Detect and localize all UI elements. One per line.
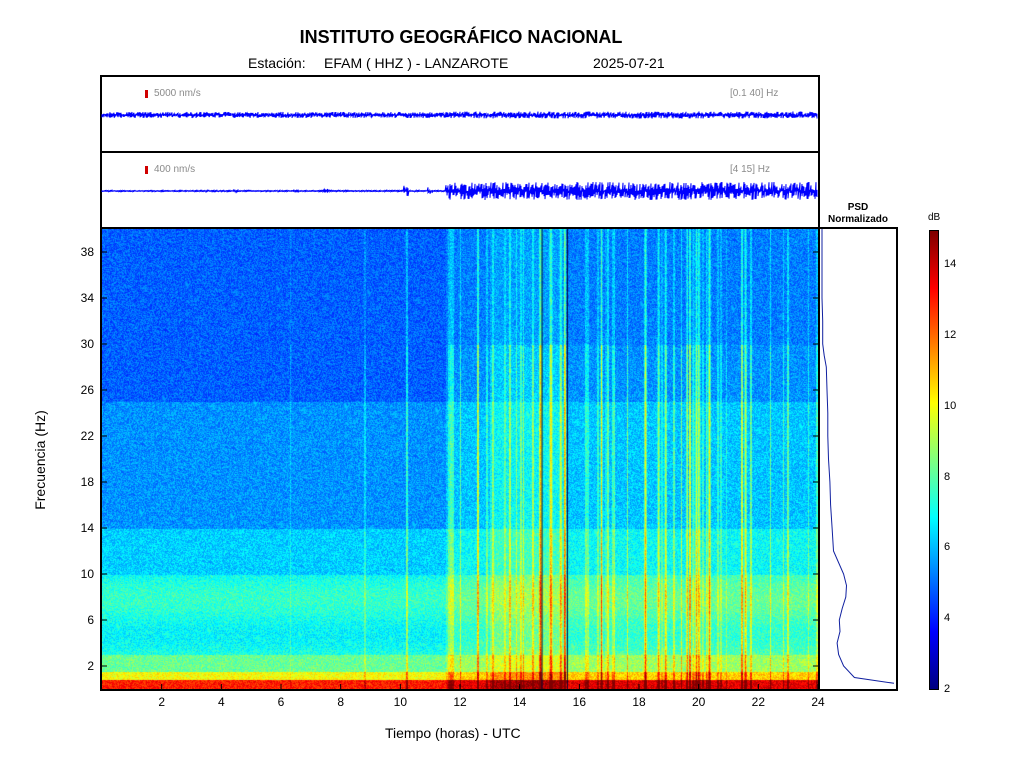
spectrogram-heatmap <box>102 229 818 689</box>
x-tick-label: 24 <box>811 695 825 709</box>
y-tick-label: 6 <box>87 613 94 627</box>
trace1-amplitude-label: 5000 nm/s <box>154 88 201 99</box>
psd-panel <box>818 227 898 691</box>
trace2-band-label: [4 15] Hz <box>730 164 771 175</box>
colorbar-tick-label: 14 <box>944 258 957 271</box>
colorbar-tick-label: 2 <box>944 683 951 695</box>
page-title: INSTITUTO GEOGRÁFICO NACIONAL <box>299 27 623 47</box>
colorbar <box>929 230 939 690</box>
x-tick-label: 8 <box>337 695 344 709</box>
y-tick-label: 30 <box>80 337 94 351</box>
y-tick-label: 38 <box>80 245 94 259</box>
amplitude-scale-bar <box>145 166 148 174</box>
y-tick-label: 34 <box>80 291 94 305</box>
y-tick-label: 22 <box>80 429 94 443</box>
amplitude-scale-bar <box>145 90 148 98</box>
colorbar-tick-label: 6 <box>944 541 951 554</box>
colorbar-unit: dB <box>928 212 941 223</box>
y-tick-label: 14 <box>80 521 94 535</box>
colorbar-tick-label: 10 <box>944 399 957 412</box>
x-tick-label: 10 <box>393 695 407 709</box>
station-name: EFAM ( HHZ ) - LANZAROTE <box>324 55 509 71</box>
colorbar-tick-label: 4 <box>944 612 951 625</box>
trace-panel-filtered: 400 nm/s [4 15] Hz <box>100 151 820 229</box>
trace-filtered-waveform <box>101 181 818 201</box>
x-tick-label: 22 <box>751 695 765 709</box>
psd-title-line1: PSD <box>847 202 869 213</box>
x-tick-label: 12 <box>453 695 467 709</box>
y-tick-label: 2 <box>87 659 94 673</box>
y-tick-label: 18 <box>80 475 94 489</box>
trace1-band-label: [0.1 40] Hz <box>730 88 779 99</box>
trace2-amplitude-label: 400 nm/s <box>154 164 196 175</box>
x-tick-label: 18 <box>632 695 646 709</box>
trace-broadband-svg <box>101 111 818 119</box>
x-tick-label: 4 <box>217 695 225 709</box>
x-tick-label: 2 <box>158 695 165 709</box>
trace-broadband-waveform <box>101 111 818 119</box>
x-tick-label: 20 <box>691 695 706 709</box>
station-label: Estación: <box>248 55 306 71</box>
trace-panel-broadband: 5000 nm/s [0.1 40] Hz <box>100 75 820 153</box>
y-tick-label: 26 <box>80 383 94 397</box>
x-axis-title: Tiempo (horas) - UTC <box>385 725 521 741</box>
date-label: 2025-07-21 <box>593 55 665 71</box>
trace-filtered-svg <box>101 181 818 201</box>
psd-title: PSD Normalizado <box>818 202 898 226</box>
colorbar-tick-label: 12 <box>944 329 957 342</box>
psd-curve <box>821 229 895 684</box>
colorbar-tick-label: 8 <box>944 470 951 483</box>
y-tick-label: 10 <box>80 567 94 581</box>
psd-title-line2: Normalizado <box>827 214 888 225</box>
x-tick-label: 16 <box>572 695 586 709</box>
y-axis-title: Frecuencia (Hz) <box>32 410 48 510</box>
psd-svg <box>821 229 895 684</box>
x-tick-label: 6 <box>277 695 285 709</box>
x-tick-label: 14 <box>512 695 527 709</box>
